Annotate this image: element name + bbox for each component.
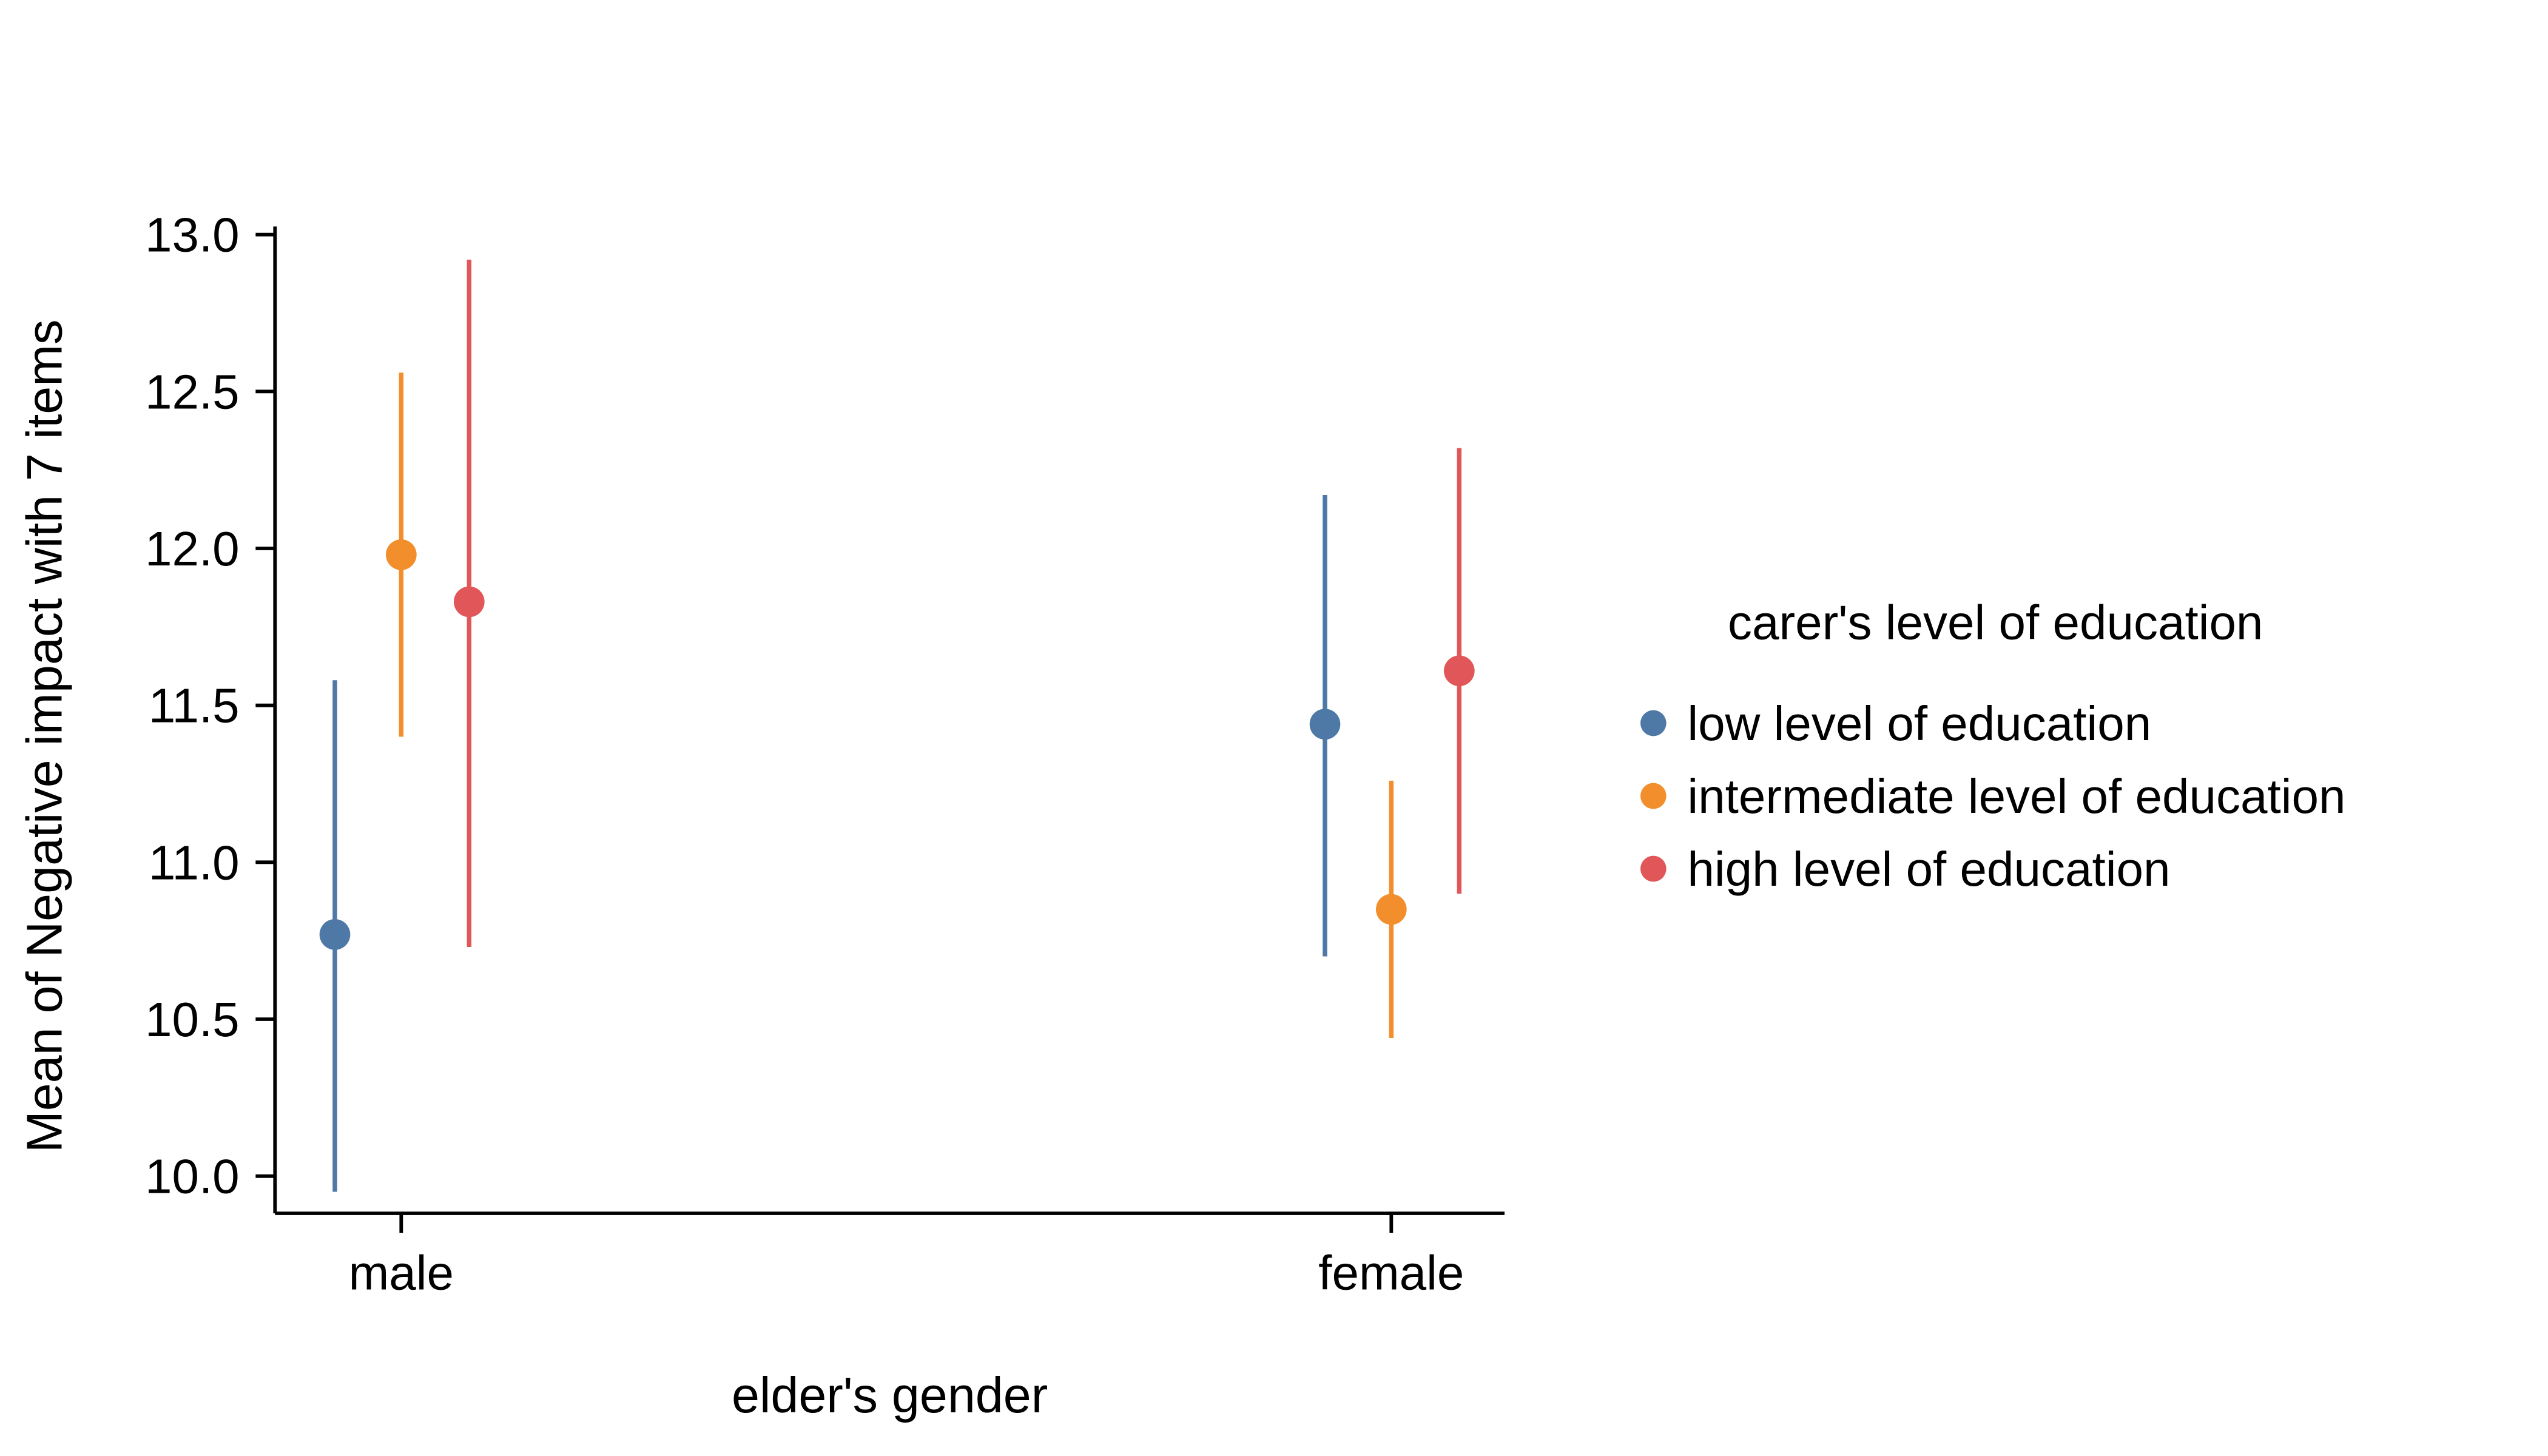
legend-key-dot — [1640, 783, 1667, 809]
legend-key-dot — [1640, 710, 1667, 736]
legend-item-label: intermediate level of education — [1687, 769, 2345, 823]
data-point — [1376, 894, 1407, 925]
data-point — [1444, 655, 1475, 687]
legend-item-label: low level of education — [1687, 696, 2151, 750]
y-axis-title: Mean of Negative impact with 7 items — [16, 320, 72, 1153]
y-tick-label: 12.5 — [145, 365, 240, 419]
legend-title: carer's level of education — [1728, 595, 2263, 649]
data-point — [386, 539, 417, 570]
x-tick-label: female — [1318, 1245, 1464, 1299]
legend-item-label: high level of education — [1687, 842, 2170, 896]
y-tick-label: 12.0 — [145, 522, 240, 576]
data-point — [454, 586, 485, 618]
y-tick-label: 10.0 — [145, 1150, 240, 1204]
data-point — [319, 918, 351, 950]
legend-key-dot — [1640, 855, 1667, 882]
data-point — [1309, 709, 1341, 740]
y-tick-label: 11.0 — [149, 835, 240, 889]
y-tick-label: 10.5 — [145, 993, 240, 1046]
y-tick-label: 13.0 — [145, 208, 240, 262]
x-tick-label: male — [349, 1245, 454, 1299]
x-axis-title: elder's gender — [732, 1367, 1048, 1423]
y-tick-label: 11.5 — [149, 679, 240, 733]
